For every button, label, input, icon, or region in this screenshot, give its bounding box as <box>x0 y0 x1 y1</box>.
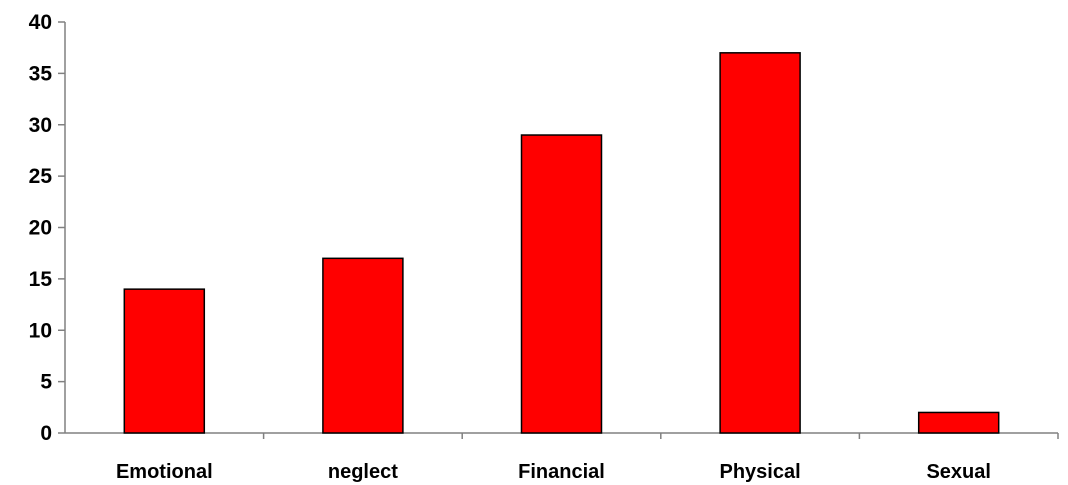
bars <box>123 52 1000 434</box>
y-tick-label: 10 <box>29 319 52 342</box>
labels: 0 5 10 15 20 25 30 35 40 Emotional neglect Financia… <box>29 11 991 483</box>
bar-physical <box>719 52 801 434</box>
y-tick-label: 20 <box>29 217 52 240</box>
x-category-label: Emotional <box>116 461 213 483</box>
y-tick-label: 40 <box>29 11 52 34</box>
bar-emotional <box>123 288 206 434</box>
y-tick-label: 35 <box>29 62 53 85</box>
bar-neglect <box>322 257 404 434</box>
x-category-label: Sexual <box>926 461 990 483</box>
bar-sexual <box>917 411 1000 434</box>
y-tick-label: 30 <box>29 114 52 137</box>
x-category-label: Physical <box>720 461 801 483</box>
y-tick-label: 25 <box>29 165 53 188</box>
y-tick-label: 0 <box>40 422 52 445</box>
y-tick-label: 15 <box>29 268 53 291</box>
bar-financial <box>520 134 603 434</box>
x-category-label: neglect <box>328 461 398 483</box>
y-tick-label: 5 <box>40 371 52 394</box>
x-category-label: Financial <box>518 461 605 483</box>
